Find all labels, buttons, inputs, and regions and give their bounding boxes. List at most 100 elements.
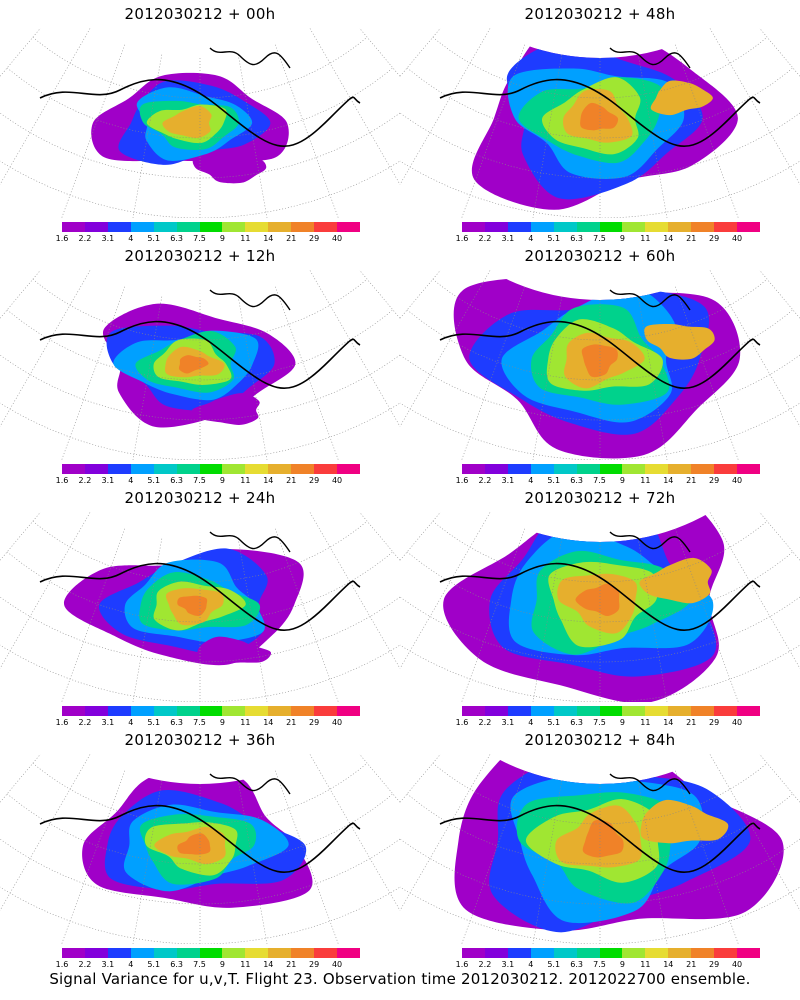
colorbar-swatch (691, 948, 715, 958)
colorbar-tick-label: 4 (528, 960, 534, 969)
colorbar (462, 706, 760, 716)
coastline (39, 78, 361, 147)
colorbar-tick-label: 1.6 (455, 476, 469, 485)
contour-band (650, 80, 713, 116)
colorbar-swatch (199, 706, 223, 716)
colorbar-tick-label: 4 (128, 960, 134, 969)
colorbar-swatch (337, 706, 360, 716)
contour-band (580, 102, 619, 131)
colorbar-tick-label: 1.6 (55, 234, 69, 243)
colorbar-tick-label: 6.3 (570, 960, 583, 969)
colorbar-swatch (84, 948, 108, 958)
colorbar-tick-label: 14 (663, 234, 674, 243)
colorbar-tick-label: 1.6 (55, 718, 69, 727)
variance-map (400, 754, 800, 944)
colorbar-swatch (62, 706, 85, 716)
colorbar-tick-label: 21 (286, 718, 297, 727)
colorbar-swatch (714, 948, 738, 958)
colorbar (462, 464, 760, 474)
contour-band (644, 323, 715, 360)
colorbar-tick-label: 7.5 (593, 718, 606, 727)
coastline (209, 773, 291, 795)
variance-field (82, 770, 313, 908)
colorbar-tick-label: 6.3 (570, 234, 583, 243)
colorbar-swatch (530, 222, 554, 232)
colorbar (62, 706, 360, 716)
variance-map (400, 28, 800, 218)
colorbar-swatch (245, 706, 269, 716)
colorbar-tick-label: 11 (640, 718, 651, 727)
coastline (609, 289, 691, 311)
colorbar-swatch (107, 706, 131, 716)
contour-band (575, 583, 620, 617)
colorbar-swatch (153, 948, 177, 958)
colorbar-tick-label: 1.6 (455, 960, 469, 969)
colorbar (462, 222, 760, 232)
colorbar-swatch (130, 948, 154, 958)
colorbar-swatch (737, 706, 760, 716)
colorbar-swatch (645, 706, 669, 716)
colorbar-swatch (530, 706, 554, 716)
colorbar-swatch (268, 464, 292, 474)
colorbar-tick-label: 14 (663, 960, 674, 969)
colorbar-tick-label: 5.1 (547, 718, 561, 727)
colorbar-labels: 1.6 2.2 3.1 4 5.1 6.3 7.5 9 11 14 21 29 40 (456, 960, 760, 970)
variance-field (91, 72, 289, 184)
colorbar-tick-label: 29 (709, 718, 720, 727)
colorbar-tick-label: 6.3 (170, 718, 183, 727)
colorbar-tick-label: 6.3 (170, 960, 183, 969)
map-panel: 2012030212 + 84h 1.6 2.2 3.1 4 5.1 6.3 7.5 9 11 14… (400, 726, 800, 969)
colorbar-tick-label: 11 (640, 960, 651, 969)
contour-band (177, 595, 208, 617)
colorbar-labels: 1.6 2.2 3.1 4 5.1 6.3 7.5 9 11 14 21 29 40 (56, 718, 360, 728)
colorbar-tick-label: 4 (528, 476, 534, 485)
colorbar-tick-label: 14 (263, 960, 274, 969)
colorbar-swatch (645, 222, 669, 232)
map-panel: 2012030212 + 36h 1.6 2.2 3.1 4 5.1 6.3 7.5 9 11 14… (0, 726, 400, 969)
colorbar-tick-label: 7.5 (193, 234, 206, 243)
variance-map (0, 754, 400, 944)
colorbar-tick-label: 21 (286, 476, 297, 485)
colorbar-tick-label: 4 (128, 234, 134, 243)
colorbar-swatch (62, 222, 85, 232)
colorbar-tick-label: 29 (709, 960, 720, 969)
colorbar-swatch (599, 222, 623, 232)
colorbar-tick-label: 40 (731, 234, 743, 243)
colorbar-swatch (199, 948, 223, 958)
colorbar-tick-label: 4 (128, 476, 134, 485)
colorbar-tick-label: 2.2 (478, 718, 492, 727)
colorbar-swatch (691, 222, 715, 232)
variance-map (0, 512, 400, 702)
colorbar-swatch (576, 464, 600, 474)
colorbar-swatch (176, 948, 200, 958)
colorbar-swatch (222, 464, 246, 474)
colorbar-tick-label: 29 (709, 476, 720, 485)
colorbar (462, 948, 760, 958)
colorbar-tick-label: 5.1 (147, 960, 161, 969)
contour-band (178, 355, 209, 374)
colorbar-tick-label: 40 (331, 960, 343, 969)
colorbar-tick-label: 5.1 (547, 234, 561, 243)
colorbar-tick-label: 2.2 (478, 960, 492, 969)
colorbar-tick-label: 2.2 (478, 476, 492, 485)
colorbar-tick-label: 14 (263, 234, 274, 243)
colorbar-tick-label: 11 (240, 234, 251, 243)
colorbar-swatch (245, 948, 269, 958)
contour-band (196, 636, 272, 665)
colorbar-swatch (337, 222, 360, 232)
colorbar-tick-label: 7.5 (193, 718, 206, 727)
contour-band (192, 155, 267, 184)
colorbar-swatch (176, 464, 200, 474)
colorbar-tick-label: 29 (309, 960, 320, 969)
map-panel: 2012030212 + 48h 1.6 2.2 3.1 4 5.1 6.3 7.5 9 11 14… (400, 0, 800, 243)
panel-title: 2012030212 + 48h (524, 5, 676, 23)
variance-map (0, 270, 400, 460)
colorbar-tick-label: 21 (686, 234, 697, 243)
colorbar-tick-label: 7.5 (193, 960, 206, 969)
colorbar-tick-label: 40 (331, 234, 343, 243)
coastline (39, 562, 361, 631)
colorbar-tick-label: 14 (263, 718, 274, 727)
colorbar-swatch (268, 948, 292, 958)
variance-map (0, 28, 400, 218)
colorbar-swatch (507, 948, 531, 958)
